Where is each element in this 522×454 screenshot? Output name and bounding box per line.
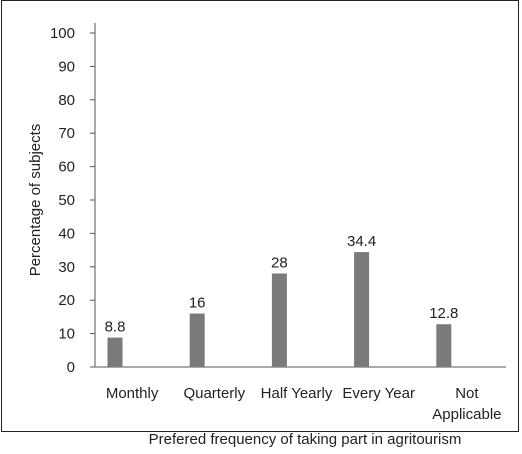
y-tick-labels: 0 10 20 30 40 50 60 70 80 90 100 [50, 25, 95, 376]
data-label: 8.8 [105, 319, 126, 336]
x-axis-title: Prefered frequency of taking part in agr… [149, 431, 462, 448]
data-label: 16 [189, 295, 206, 312]
x-tick-label: Every Year [342, 385, 415, 402]
y-tick-label: 0 [67, 359, 75, 376]
bar [354, 252, 370, 367]
x-tick-label: Not [455, 385, 479, 402]
y-tick-label: 40 [58, 225, 75, 242]
y-tick-label: 10 [58, 326, 75, 343]
chart-frame [1, 0, 519, 432]
bars [107, 252, 452, 367]
x-tick-label: Half Yearly [261, 385, 333, 402]
x-tick-label: Monthly [106, 385, 159, 402]
x-tick-labels: Monthly Quarterly Half Yearly Every Year Not… [106, 385, 502, 423]
bar [436, 324, 452, 367]
y-tick-label: 90 [58, 58, 75, 75]
y-tick-label: 30 [58, 259, 75, 276]
y-axis-title: Percentage of subjects [27, 124, 44, 277]
y-tick-label: 50 [58, 192, 75, 209]
data-label: 34.4 [347, 233, 376, 250]
data-label: 12.8 [429, 305, 458, 322]
y-tick-label: 20 [58, 292, 75, 309]
y-tick-label: 100 [50, 25, 75, 42]
y-tick-label: 80 [58, 92, 75, 109]
data-label: 28 [271, 254, 288, 271]
bar [189, 313, 205, 367]
data-labels: 8.8 16 28 34.4 12.8 [105, 233, 459, 336]
bar [271, 273, 287, 367]
y-tick-label: 70 [58, 125, 75, 142]
y-tick-label: 60 [58, 159, 75, 176]
x-tick-label: Applicable [432, 406, 501, 423]
bar [107, 337, 123, 367]
x-tick-label: Quarterly [183, 385, 245, 402]
